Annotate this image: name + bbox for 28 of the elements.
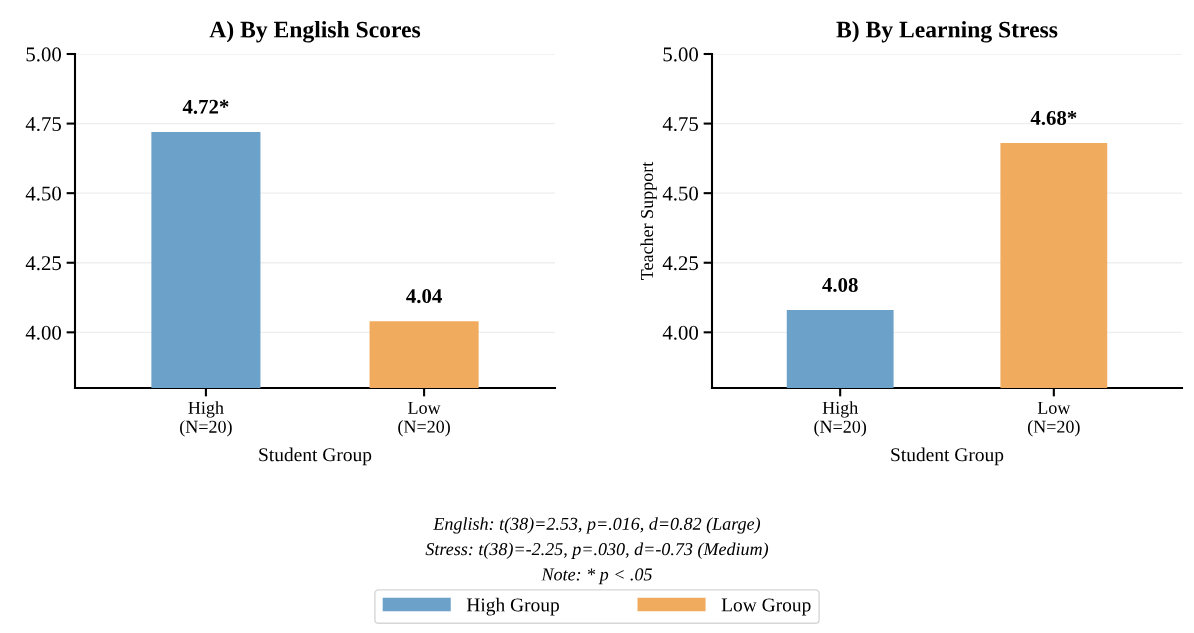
y-tick-label: 4.75: [25, 117, 61, 132]
text: Stress: t(38)=-2.25, p=.030, d=-0.73 (Medium): [425, 542, 769, 559]
x-axis-title: Student Group: [259, 447, 372, 466]
x-tick-label: Low (N=20): [398, 401, 450, 437]
text: Note: * p < .05: [541, 568, 652, 585]
data-label: 4.68*: [1030, 110, 1077, 126]
y-tick-label: 4.50: [662, 186, 699, 201]
data-label: 4.72*: [182, 99, 229, 114]
y-tick-label: 4.25: [25, 256, 61, 271]
data-label: 4.04: [406, 289, 442, 304]
chart-title: A) By English Scores: [209, 20, 421, 43]
y-tick-label: 5.00: [663, 47, 699, 62]
y-tick-label: 5.00: [26, 47, 62, 62]
x-tick-label: High (N=20): [814, 401, 867, 437]
y-tick-label: 4.25: [662, 256, 698, 271]
x-tick-label: High (N=20): [180, 401, 232, 437]
y-tick-label: 4.75: [662, 117, 698, 132]
chart-title: B) By Learning Stress: [836, 20, 1058, 43]
text: English: t(38)=2.53, p=.016, d=0.82 (Large): [433, 517, 761, 534]
y-tick-label: 4.00: [662, 325, 699, 340]
y-tick-label: 4.50: [25, 186, 62, 201]
y-axis-title: Teacher Support: [640, 161, 657, 280]
legend-label: High Group: [466, 597, 559, 616]
x-axis-title: Student Group: [891, 447, 1004, 466]
y-tick-label: 4.00: [25, 325, 62, 340]
legend-label: Low Group: [721, 598, 811, 616]
x-tick-label: Low (N=20): [1027, 401, 1080, 437]
data-label: 4.08: [822, 277, 858, 293]
